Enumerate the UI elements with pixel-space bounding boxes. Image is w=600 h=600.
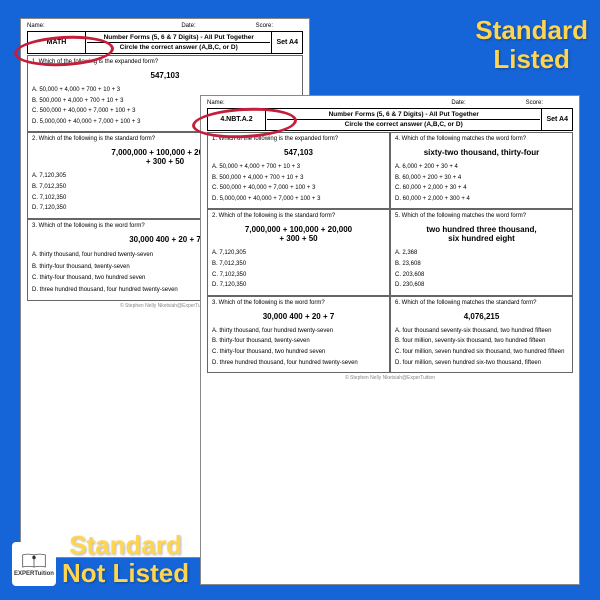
q2b-d: D. 7,120,350 (212, 281, 385, 291)
q3b-a: A. thirty thousand, four hundred twenty-… (212, 327, 385, 337)
title-bar: MATH Number Forms (5, 6 & 7 Digits) - Al… (27, 31, 303, 54)
title2-line1: Number Forms (5, 6 & 7 Digits) - All Put… (267, 110, 540, 120)
q2b-cell: 2. Which of the following is the standar… (207, 209, 390, 295)
q4-d: D. 60,000 + 2,000 + 300 + 4 (395, 195, 568, 205)
q6-c: C. four million, seven hundred six thous… (395, 348, 568, 358)
footer-2: © Stephen Nelly Nketsiah@ExperTuition (207, 375, 573, 381)
set-box: Set A4 (272, 32, 302, 53)
header-row: Name: Date: Score: (27, 23, 303, 29)
q5-b: B. 23,608 (395, 260, 568, 270)
q2b-text: 2. Which of the following is the standar… (212, 213, 385, 219)
q6-d: D. four million, seven hundred six-two t… (395, 359, 568, 369)
name-label: Name: (27, 23, 45, 29)
q5-cell: 5. Which of the following matches the wo… (390, 209, 573, 295)
q1b-b: B. 500,000 + 4,000 + 700 + 10 + 3 (212, 174, 385, 184)
date-label: Date: (181, 23, 195, 29)
score-label: Score: (256, 23, 273, 29)
q5-opts: A. 2,368 B. 23,608 C. 203,608 D. 230,608 (395, 249, 568, 290)
q4-cell: 4. Which of the following matches the wo… (390, 132, 573, 209)
q1b-cell: 1. Which of the following is the expande… (207, 132, 390, 209)
q3b-cell: 3. Which of the following is the word fo… (207, 296, 390, 373)
title-mid: Number Forms (5, 6 & 7 Digits) - All Put… (86, 32, 272, 53)
q6-text: 6. Which of the following matches the st… (395, 300, 568, 306)
q2b-c: C. 7,102,350 (212, 271, 385, 281)
title-mid-2: Number Forms (5, 6 & 7 Digits) - All Put… (266, 109, 542, 130)
q2b-a: A. 7,120,305 (212, 249, 385, 259)
book-icon (21, 551, 47, 571)
q3b-text: 3. Which of the following is the word fo… (212, 300, 385, 306)
q5-c: C. 203,608 (395, 271, 568, 281)
worksheet-front: Name: Date: Score: 4.NBT.A.2 Number Form… (200, 95, 580, 585)
q2b-value: 7,000,000 + 100,000 + 20,000 + 300 + 50 (212, 225, 385, 243)
date-label-2: Date: (451, 100, 465, 106)
q4-opts: A. 6,000 + 200 + 30 + 4 B. 60,000 + 200 … (395, 163, 568, 204)
q6-b: B. four million, seventy-six thousand, t… (395, 337, 568, 347)
q2b-b: B. 7,012,350 (212, 260, 385, 270)
set-box-2: Set A4 (542, 109, 572, 130)
q5-text: 5. Which of the following matches the wo… (395, 213, 568, 219)
q1-text: 1. Which of the following is the expande… (32, 59, 298, 65)
score-label-2: Score: (526, 100, 543, 106)
badge-listed: Standard Listed (475, 16, 588, 73)
standard-box-ccss: 4.NBT.A.2 (208, 109, 266, 130)
q4-a: A. 6,000 + 200 + 30 + 4 (395, 163, 568, 173)
q3b-b: B. thirty-four thousand, twenty-seven (212, 337, 385, 347)
q1-value: 547,103 (32, 71, 298, 80)
q6-cell: 6. Which of the following matches the st… (390, 296, 573, 373)
q6-a: A. four thousand seventy-six thousand, t… (395, 327, 568, 337)
q5-d: D. 230,608 (395, 281, 568, 291)
name-label-2: Name: (207, 100, 225, 106)
q6-opts: A. four thousand seventy-six thousand, t… (395, 327, 568, 368)
q4-text: 4. Which of the following matches the wo… (395, 136, 568, 142)
q3b-d: D. three hundred thousand, four hundred … (212, 359, 385, 369)
q4-c: C. 60,000 + 2,000 + 30 + 4 (395, 184, 568, 194)
q1b-d: D. 5,000,000 + 40,000 + 7,000 + 100 + 3 (212, 195, 385, 205)
title2-line2: Circle the correct answer (A,B,C, or D) (267, 120, 540, 129)
q6-value: 4,076,215 (395, 312, 568, 321)
logo-text: EXPERTuition (14, 571, 54, 577)
q1b-text: 1. Which of the following is the expande… (212, 136, 385, 142)
q2b-opts: A. 7,120,305 B. 7,012,350 C. 7,102,350 D… (212, 249, 385, 290)
q1b-value: 547,103 (212, 148, 385, 157)
title-line2: Circle the correct answer (A,B,C, or D) (87, 43, 270, 52)
title-line1: Number Forms (5, 6 & 7 Digits) - All Put… (87, 33, 270, 43)
standard-box-math: MATH (28, 32, 86, 53)
badge-notlisted: Standard Not Listed (62, 531, 189, 588)
q4-b: B. 60,000 + 200 + 30 + 4 (395, 174, 568, 184)
header-row-2: Name: Date: Score: (207, 100, 573, 106)
question-grid-2: 1. Which of the following is the expande… (207, 132, 573, 373)
q4-value: sixty-two thousand, thirty-four (395, 148, 568, 157)
q5-a: A. 2,368 (395, 249, 568, 259)
q1b-opts: A. 50,000 + 4,000 + 700 + 10 + 3 B. 500,… (212, 163, 385, 204)
q3b-value: 30,000 400 + 20 + 7 (212, 312, 385, 321)
q1b-c: C. 500,000 + 40,000 + 7,000 + 100 + 3 (212, 184, 385, 194)
q5-value: two hundred three thousand, six hundred … (395, 225, 568, 243)
q3b-opts: A. thirty thousand, four hundred twenty-… (212, 327, 385, 368)
q3b-c: C. thirty-four thousand, two hundred sev… (212, 348, 385, 358)
logo: EXPERTuition (12, 542, 56, 586)
q1b-a: A. 50,000 + 4,000 + 700 + 10 + 3 (212, 163, 385, 173)
title-bar-2: 4.NBT.A.2 Number Forms (5, 6 & 7 Digits)… (207, 108, 573, 131)
